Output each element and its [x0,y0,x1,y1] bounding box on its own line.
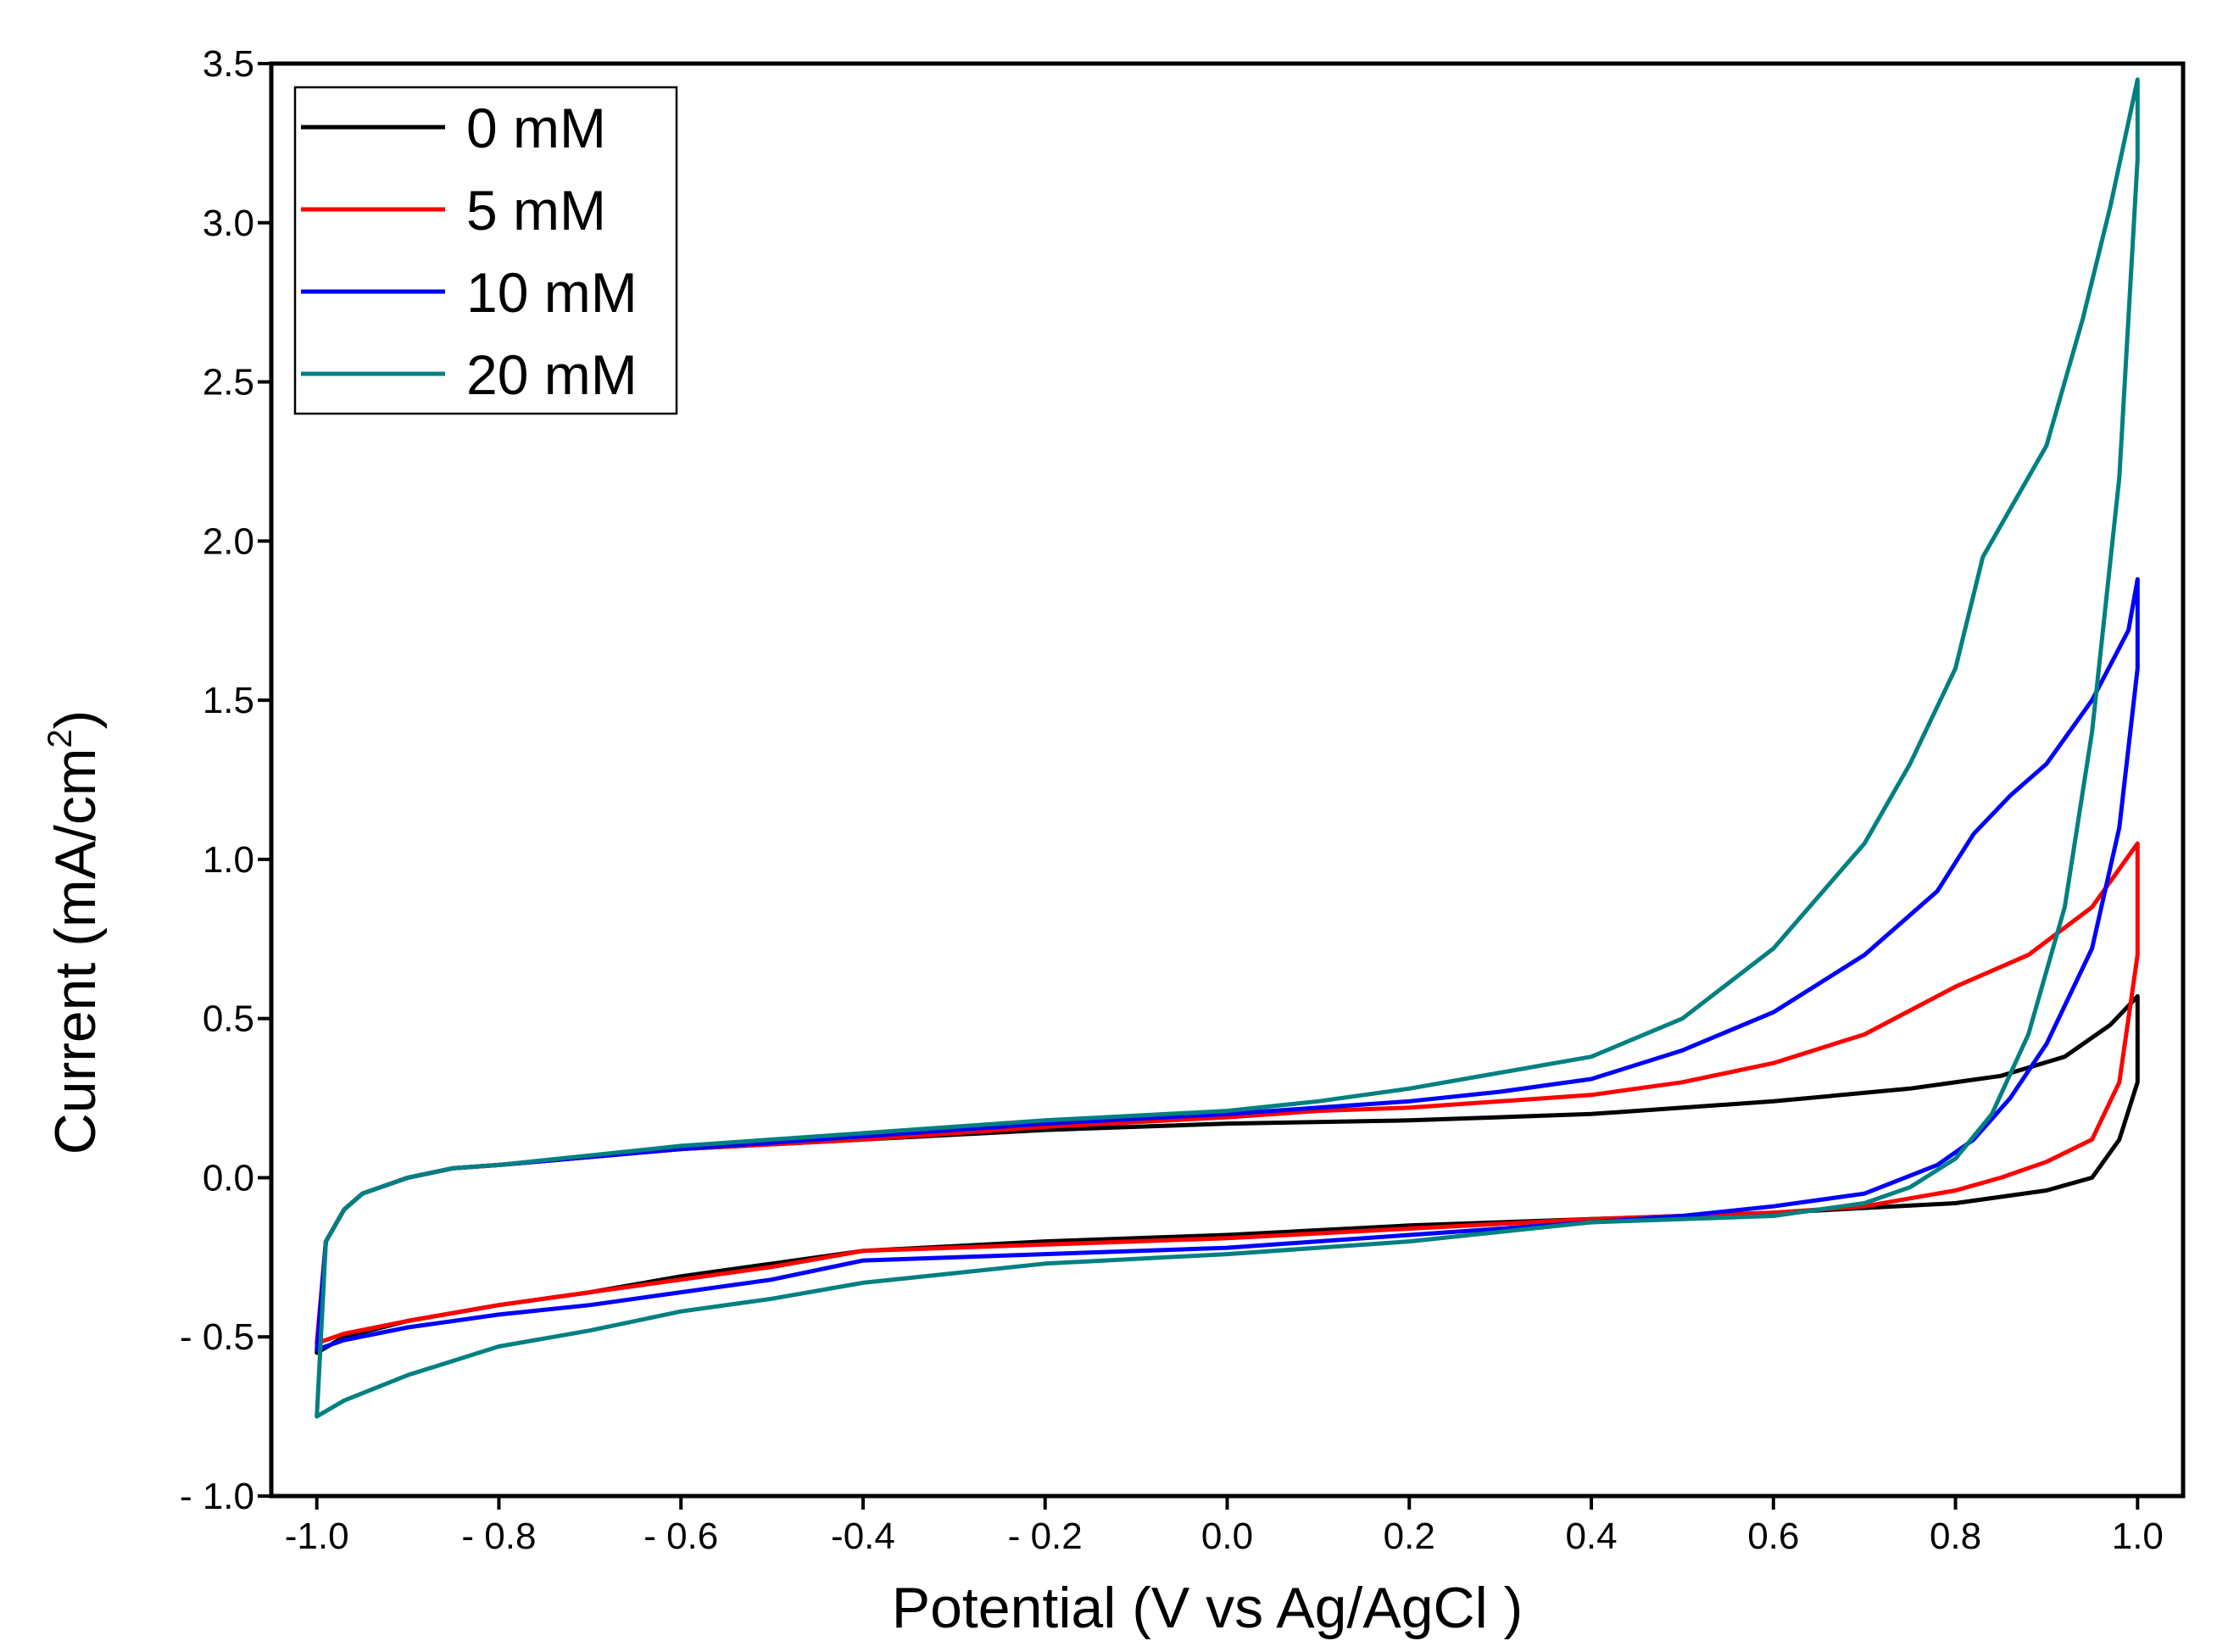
series-line-10-mm [315,576,2140,1352]
x-axis-title: Potential (V vs Ag/AgCl ) [892,1576,1523,1640]
x-tick-label: 0.4 [1565,1516,1617,1557]
x-tick-label: 0.2 [1384,1516,1435,1557]
x-axis: -1.0 - 0.8 - 0.6 -0.4 - 0.2 0.0 0.2 0.4 0.6 0.8 1.… [285,1496,2164,1557]
legend-label: 10 mM [466,261,638,324]
y-tick-label: 1.0 [203,839,254,881]
x-tick-label: 0.8 [1930,1516,1981,1557]
x-tick-label: 0.6 [1747,1516,1799,1557]
y-tick-label: 2.0 [203,520,254,562]
y-tick-label: 3.5 [203,43,254,85]
x-tick-label: -0.4 [831,1516,895,1557]
legend-label: 5 mM [466,179,606,242]
x-tick-label: - 0.6 [643,1516,718,1557]
x-tick-label: - 0.8 [461,1516,536,1557]
x-tick-label: - 0.2 [1008,1516,1083,1557]
series-line-20-mm [315,77,2140,1419]
y-tick-label: - 1.0 [180,1476,254,1517]
y-axis-title-superscript: 2 [42,729,79,748]
legend-label: 0 mM [466,97,606,159]
legend-label: 20 mM [466,343,638,406]
y-axis-title: Current (mA/cm2) [42,710,108,1155]
legend: 0 mM 5 mM 10 mM 20 mM [293,86,678,415]
y-axis-title-main: Current (mA/cm [43,748,108,1155]
x-tick-label: -1.0 [285,1516,349,1557]
y-tick-label: 0.0 [203,1157,254,1199]
series-layer [315,77,2140,1419]
legend-box [293,86,678,415]
y-tick-label: 1.5 [203,680,254,721]
y-tick-label: 0.5 [203,998,254,1040]
y-axis: - 1.0 - 0.5 0.0 0.5 1.0 1.5 2.0 2.5 3.0 3.5 [180,43,271,1517]
x-tick-label: 0.0 [1201,1516,1253,1557]
y-tick-label: 2.5 [203,362,254,403]
x-tick-label: 1.0 [2112,1516,2164,1557]
y-tick-label: - 0.5 [180,1316,254,1358]
y-tick-label: 3.0 [203,203,254,244]
y-axis-title-close: ) [43,710,108,730]
